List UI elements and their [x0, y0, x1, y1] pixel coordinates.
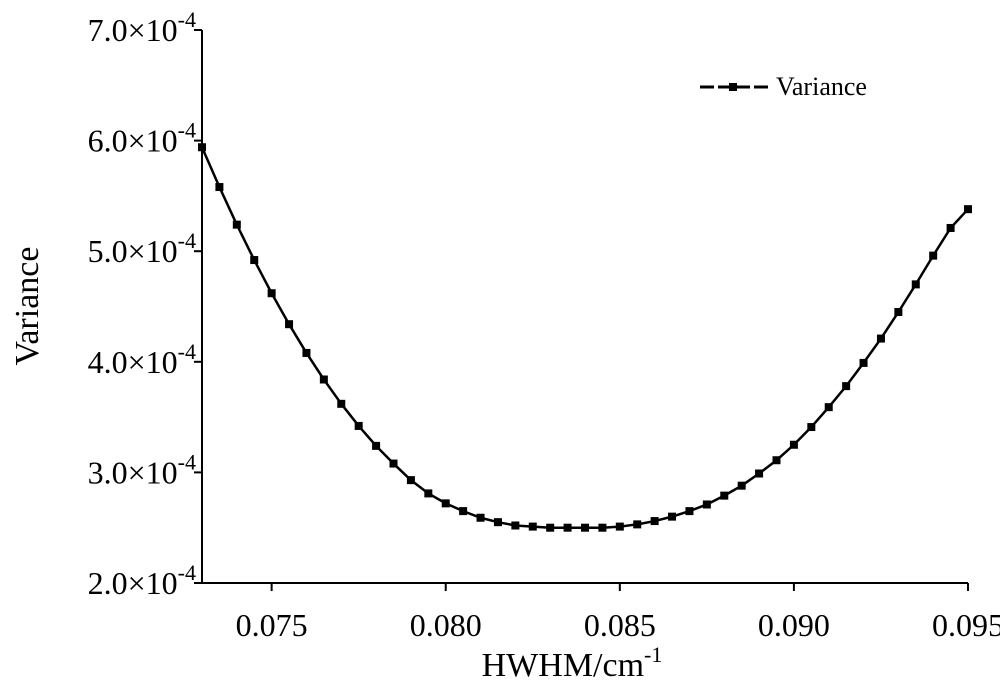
- legend-marker: [729, 83, 737, 91]
- y-tick-label: 3.0×10-4: [88, 449, 196, 490]
- x-tick-label: 0.075: [236, 607, 308, 643]
- x-tick-label: 0.095: [932, 607, 1000, 643]
- x-axis-ticks: 0.075 0.080 0.085 0.090 0.095: [236, 583, 1000, 643]
- y-tick-label: 2.0×10-4: [88, 560, 196, 601]
- x-axis-title-text: HWHM/cm: [482, 647, 644, 684]
- data-point: [459, 507, 468, 516]
- data-point: [720, 491, 729, 500]
- data-point: [668, 512, 677, 521]
- data-point: [772, 456, 781, 465]
- legend: Variance: [700, 72, 867, 101]
- data-point: [807, 423, 816, 432]
- data-point: [911, 280, 920, 289]
- data-point: [859, 358, 868, 367]
- y-axis-title: Variance: [9, 247, 46, 366]
- axes: [201, 30, 968, 584]
- data-point: [198, 143, 206, 152]
- data-point: [476, 513, 485, 522]
- data-point: [546, 523, 555, 532]
- data-point: [876, 334, 885, 343]
- x-axis-title-superscript: -1: [644, 642, 662, 667]
- y-tick-label: 7.0×10-4: [88, 7, 196, 48]
- data-point: [337, 399, 346, 408]
- legend-label: Variance: [776, 72, 867, 101]
- series-line: [200, 146, 969, 529]
- y-tick-label: 6.0×10-4: [88, 118, 196, 159]
- y-tick-label: 4.0×10-4: [88, 339, 196, 380]
- data-point: [267, 289, 276, 298]
- data-point: [581, 523, 589, 532]
- data-point: [964, 205, 972, 214]
- data-point: [789, 440, 798, 449]
- data-point: [285, 320, 294, 329]
- data-point: [441, 499, 450, 508]
- data-point: [633, 520, 642, 529]
- data-point: [824, 403, 833, 412]
- data-point: [929, 251, 938, 260]
- data-point: [511, 521, 520, 530]
- data-point: [702, 500, 711, 509]
- data-point: [598, 523, 607, 532]
- data-point: [372, 441, 381, 450]
- data-point: [946, 223, 955, 232]
- data-point: [685, 507, 694, 516]
- series-variance: [198, 143, 972, 532]
- data-point: [755, 469, 764, 478]
- data-point: [232, 220, 241, 229]
- y-axis-ticks: 2.0×10-4 3.0×10-4 4.0×10-4 5.0×10-4 6.0×10-4…: [88, 7, 202, 601]
- x-tick-label: 0.090: [758, 607, 830, 643]
- data-point: [424, 489, 433, 498]
- data-point: [250, 256, 259, 265]
- data-point: [302, 348, 311, 357]
- data-point: [737, 481, 746, 490]
- data-point: [563, 523, 572, 532]
- data-point: [650, 517, 659, 526]
- data-point: [842, 382, 851, 391]
- series-layer: [198, 143, 972, 532]
- data-point: [528, 522, 537, 531]
- data-point: [319, 375, 328, 384]
- data-point: [894, 308, 903, 317]
- data-point: [215, 183, 224, 192]
- data-point: [493, 518, 502, 527]
- data-point: [389, 459, 398, 468]
- y-tick-label: 5.0×10-4: [88, 228, 196, 269]
- x-axis-title: HWHM/cm-1: [482, 642, 663, 684]
- x-tick-label: 0.085: [584, 607, 656, 643]
- data-point: [615, 522, 624, 531]
- data-point: [406, 476, 415, 485]
- x-tick-label: 0.080: [410, 607, 482, 643]
- data-point: [354, 421, 363, 430]
